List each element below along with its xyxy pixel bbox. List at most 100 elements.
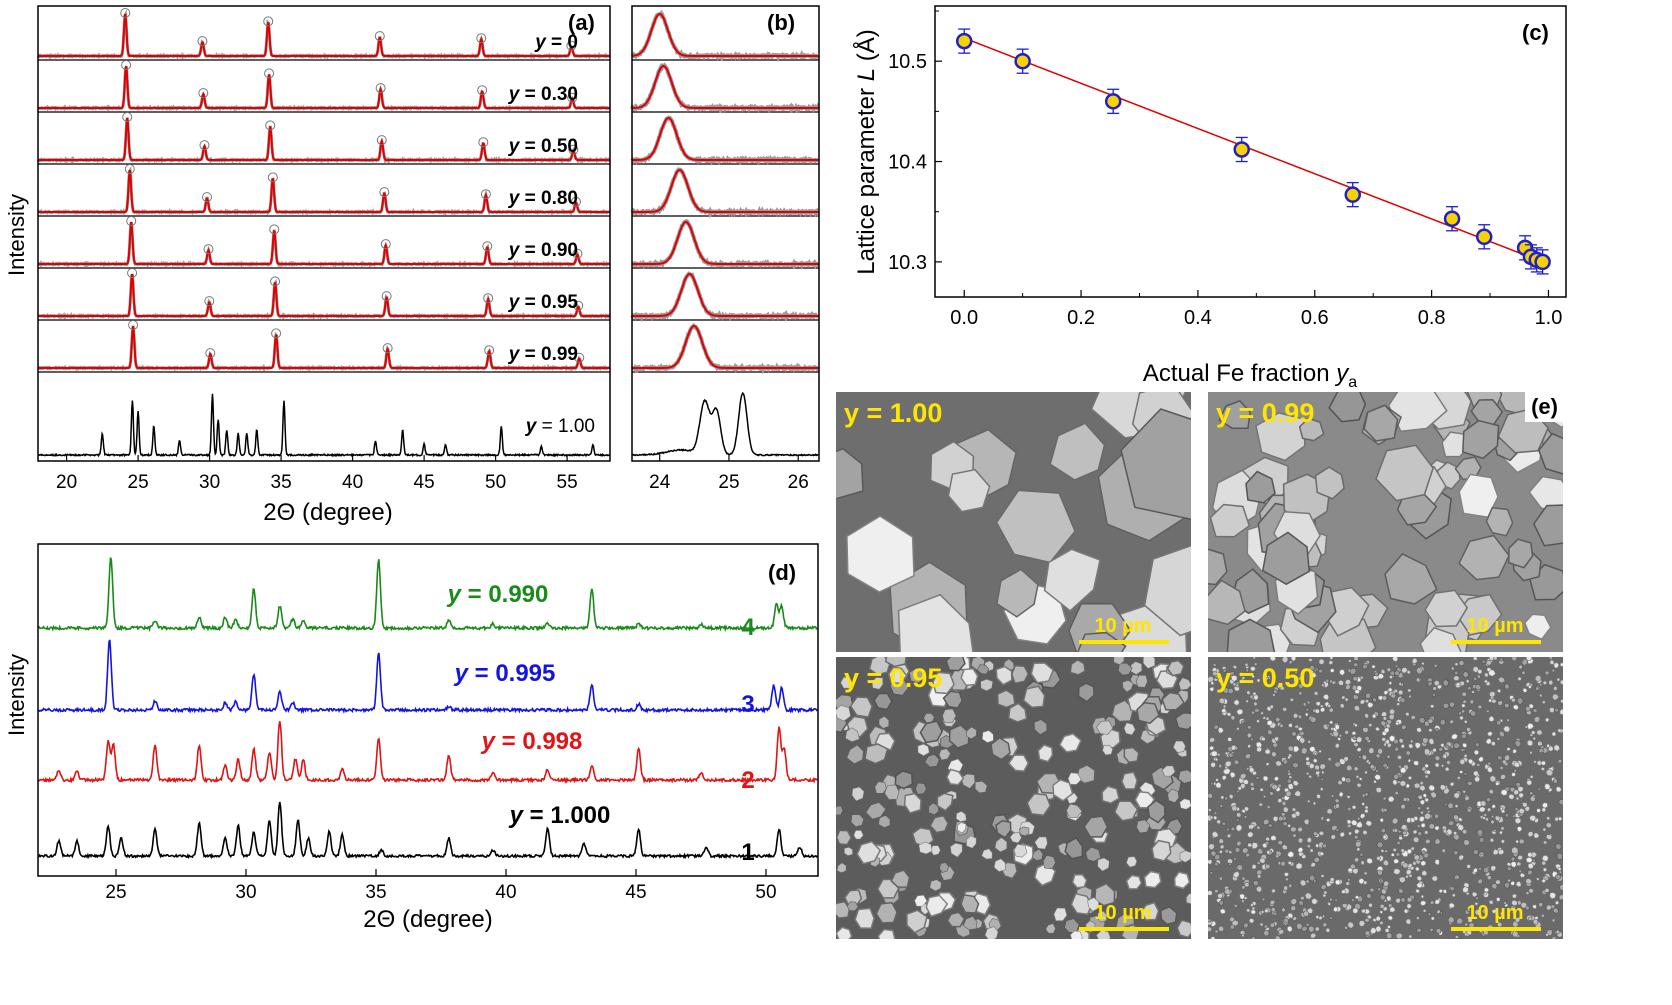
panel-a-xlabel: 2Θ (degree) <box>263 499 392 526</box>
sem-image-label: y = 0.99 <box>1216 398 1315 428</box>
panel-b-frame <box>631 5 820 462</box>
panel-a-peak-marker <box>380 239 391 250</box>
panel-a-fit-trace <box>38 326 610 369</box>
panel-a-peak-marker <box>205 348 216 359</box>
panel-a-trace-label: y = 0.90 <box>508 240 578 261</box>
panel-a-peak-marker <box>382 343 393 354</box>
panel-a-xtick-label: 50 <box>485 472 506 493</box>
panel-c-xtick-label: 1.0 <box>1535 307 1563 329</box>
panel-a-peak-marker <box>265 120 276 131</box>
sem-texture <box>1208 657 1563 939</box>
panel-b-data-trace <box>630 167 821 219</box>
panel-b-data-trace <box>631 218 820 271</box>
panel-a-xtick-label: 30 <box>199 472 220 493</box>
panel-d-xtick-label: 50 <box>755 882 776 903</box>
panel-a-peak-marker <box>570 196 581 207</box>
panel-a-peak-marker <box>478 137 489 148</box>
panel-c: 0.0 0.2 0.4 0.6 0.8 1.0 10.3 10.4 10.5 (c) Latti… <box>840 0 1572 392</box>
panel-c-xtick-label: 0.6 <box>1301 307 1329 329</box>
panel-b-data-trace <box>630 322 820 375</box>
sem-scalebar <box>1451 927 1541 931</box>
panel-d-trace <box>37 639 818 714</box>
panel-a-peak-marker <box>568 144 579 155</box>
panel-a-peak-marker <box>574 352 585 363</box>
panel-c-xtick-label: 0.4 <box>1184 307 1212 329</box>
panel-b-xtick-label: 26 <box>788 472 809 493</box>
panel-a: y = 0 y = 0.30 y = 0.50 y = 0.80 y = 0.90 y =… <box>0 0 630 530</box>
panel-b-xtick-label: 24 <box>649 472 671 493</box>
panel-d-trace-number: 2 <box>741 767 754 794</box>
panel-a-trace-label: y = 0.50 <box>508 136 578 157</box>
panel-c-xtick-label: 0.8 <box>1418 307 1446 329</box>
panel-c-data-point <box>1534 249 1551 275</box>
sem-texture <box>836 657 1191 939</box>
panel-a-trace-label: y = 0 <box>534 32 578 53</box>
panel-c-xtick-label: 0.0 <box>950 307 978 329</box>
sem-image-y095: y = 0.95 10 µm <box>836 657 1191 939</box>
panel-b: 24 25 26 (b) <box>625 0 825 500</box>
panel-b-reference-trace <box>631 391 819 457</box>
panel-b-fit-trace <box>632 220 819 265</box>
panel-d-xtick-label: 25 <box>105 882 126 903</box>
panel-a-peak-marker <box>264 68 275 79</box>
panel-d-trace-label: y = 0.995 <box>454 660 556 687</box>
panel-b-fit-trace <box>632 168 819 213</box>
panel-a-peak-marker <box>482 241 493 252</box>
panel-a-peak-marker <box>197 36 208 47</box>
panel-c-plot: 0.0 0.2 0.4 0.6 0.8 1.0 10.3 10.4 10.5 (c) Latti… <box>852 5 1567 391</box>
panel-a-fit-trace <box>38 221 610 265</box>
panel-c-label: (c) <box>1522 20 1549 45</box>
panel-d-trace-label: y = 1.000 <box>509 802 611 829</box>
panel-a-peak-marker <box>375 83 386 94</box>
panel-a-peak-marker <box>199 140 210 151</box>
panel-d-trace-number: 4 <box>741 614 755 641</box>
panel-b-xtick-label: 25 <box>718 472 739 493</box>
panel-a-xtick-label: 35 <box>271 472 292 493</box>
sem-image-label: y = 0.95 <box>844 663 943 693</box>
panel-a-trace-label: y = 0.30 <box>508 84 578 105</box>
panel-a-peak-marker <box>480 189 491 200</box>
sem-image-y100: y = 1.00 10 µm <box>836 392 1191 652</box>
panel-c-data-point <box>1104 88 1122 115</box>
panel-a-peak-marker <box>270 276 281 287</box>
panel-a-peak-marker <box>566 40 577 51</box>
panel-d-plot: 25 30 35 40 45 50 y = 0.990 4 y = 0.995 3 y = 0.9… <box>4 543 819 933</box>
panel-a-peak-marker <box>381 291 392 302</box>
panel-a-peak-marker <box>476 33 487 44</box>
panel-b-fit-trace <box>632 325 819 369</box>
panel-d-xtick-label: 40 <box>495 882 516 903</box>
sem-texture <box>1208 392 1563 652</box>
panel-a-frame <box>37 5 611 462</box>
panel-c-data-point <box>1344 181 1361 208</box>
panel-a-xtick-label: 20 <box>56 472 77 493</box>
panel-d-xtick-label: 45 <box>625 882 646 903</box>
panel-a-peak-marker <box>203 244 214 255</box>
panel-d-trace-label: y = 0.990 <box>447 581 549 608</box>
sem-scalebar-label: 10 µm <box>1466 615 1524 637</box>
panel-e: y = 1.00 10 µm y = 0.99 10 µm y = 0.95 10 µ… <box>836 392 1572 1002</box>
panel-c-data-point <box>1233 136 1250 163</box>
sem-scalebar <box>1079 640 1169 644</box>
panel-a-peak-marker <box>567 92 578 103</box>
sem-image-label: y = 1.00 <box>844 398 943 428</box>
panel-b-label: (b) <box>767 10 795 35</box>
panel-a-peak-marker <box>202 192 213 203</box>
sem-texture <box>836 392 1191 652</box>
panel-c-xtick-label: 0.2 <box>1067 307 1095 329</box>
panel-c-frame <box>934 5 1567 298</box>
panel-a-fit-trace <box>38 117 610 161</box>
panel-d-frame <box>37 543 819 877</box>
panel-a-ylabel: Intensity <box>4 194 29 276</box>
panel-d-xtick-label: 35 <box>365 882 386 903</box>
panel-b-fit-trace <box>632 12 819 57</box>
panel-a-peak-marker <box>379 187 390 198</box>
panel-b-fit-trace <box>632 116 819 161</box>
panel-a-peak-marker <box>127 268 138 278</box>
sem-scalebar-label: 10 µm <box>1094 902 1152 924</box>
panel-a-peak-marker <box>376 135 387 146</box>
sem-scalebar-label: 10 µm <box>1094 615 1152 637</box>
panel-c-data-point <box>1475 224 1493 250</box>
panel-a-peak-marker <box>198 88 209 99</box>
panel-a-plot: y = 0 y = 0.30 y = 0.50 y = 0.80 y = 0.90 y =… <box>4 5 612 526</box>
panel-c-data-point <box>1014 48 1031 74</box>
